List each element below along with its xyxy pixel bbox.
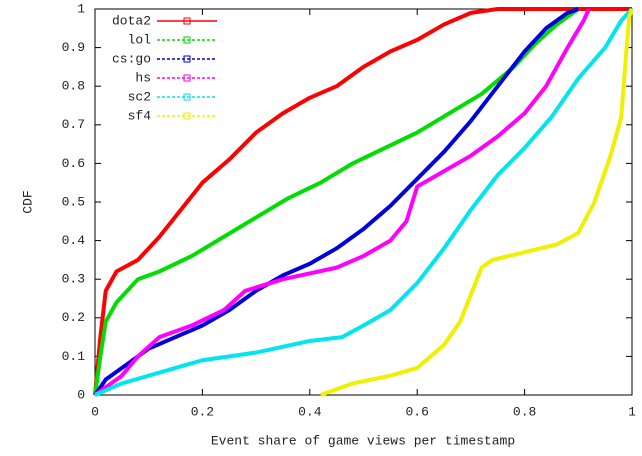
legend-label: dota2: [112, 13, 151, 28]
y-tick-label: 0.7: [62, 117, 85, 132]
x-tick-label: 1: [628, 404, 636, 419]
legend-marker: [183, 74, 191, 82]
series-line: [94, 7, 634, 397]
y-tick-label: 0.6: [62, 156, 85, 171]
y-tick-label: 0.9: [62, 40, 85, 55]
x-axis-label: Event share of game views per timestamp: [211, 433, 515, 448]
y-tick-label: 0.2: [62, 310, 85, 325]
legend-marker: [183, 17, 191, 25]
legend-marker: [183, 55, 191, 63]
series-line: [319, 8, 634, 397]
x-tick-label: 0.4: [298, 404, 322, 419]
y-tick-label: 0.4: [62, 233, 86, 248]
y-tick-label: 0.5: [62, 194, 85, 209]
y-tick-label: 0: [77, 387, 85, 402]
x-tick-label: 0.2: [191, 404, 214, 419]
series-line: [93, 7, 579, 397]
y-tick-label: 0.8: [62, 79, 85, 94]
y-tick-label: 0.1: [62, 349, 86, 364]
legend-label: sf4: [128, 108, 152, 123]
legend-marker: [183, 93, 191, 101]
series-line: [93, 8, 591, 397]
legend-label: hs: [135, 70, 151, 85]
y-tick-label: 1: [77, 1, 85, 16]
series-line: [93, 7, 632, 396]
legend-marker: [183, 36, 191, 44]
y-axis-label: CDF: [20, 190, 35, 213]
x-tick-label: 0.6: [405, 404, 428, 419]
x-tick-label: 0: [91, 404, 99, 419]
legend-label: cs:go: [112, 51, 151, 66]
legend-marker: [183, 112, 191, 120]
legend-label: sc2: [128, 89, 151, 104]
y-tick-label: 0.3: [62, 272, 85, 287]
x-tick-label: 0.8: [513, 404, 536, 419]
legend-label: lol: [128, 32, 152, 47]
